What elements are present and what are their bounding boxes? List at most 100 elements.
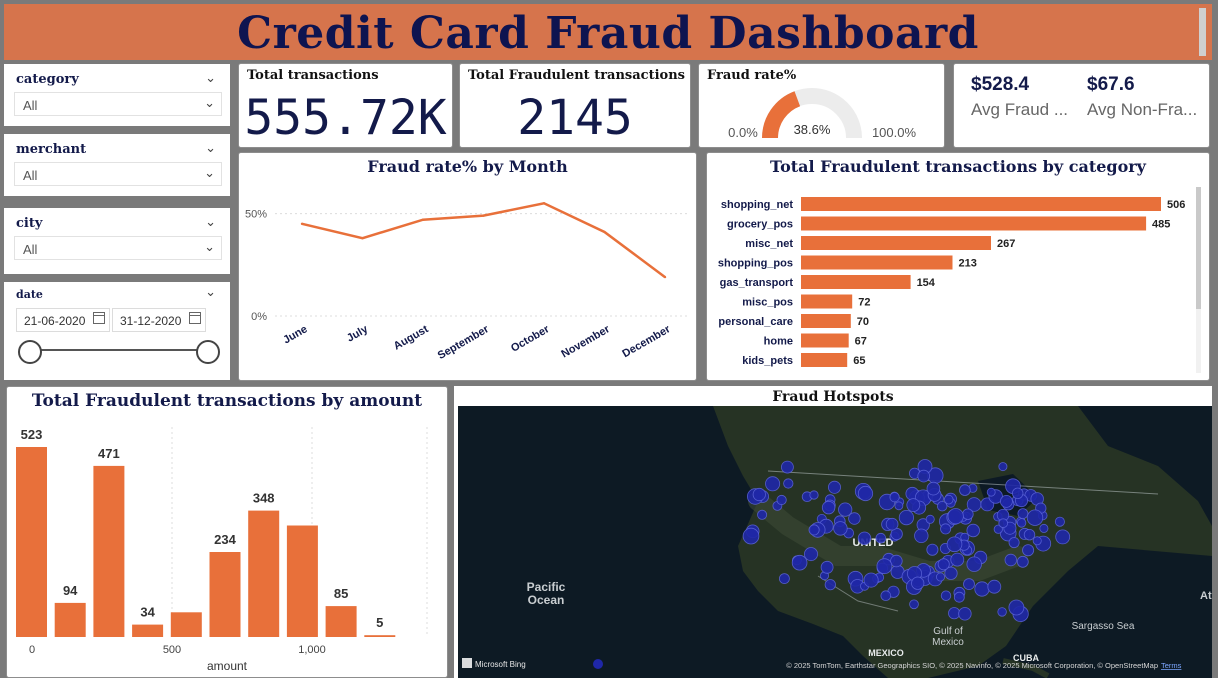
category-slicer[interactable]: category ⌄ All ⌄	[4, 64, 230, 126]
amount-value-label: 85	[334, 586, 348, 601]
merchant-slicer[interactable]: merchant ⌄ All ⌄	[4, 134, 230, 196]
amount-bar	[209, 552, 241, 637]
line-point	[603, 230, 606, 234]
chevron-down-icon[interactable]: ⌄	[205, 214, 216, 229]
end-date-value: 31-12-2020	[120, 314, 182, 328]
date-range-start-handle[interactable]	[18, 340, 42, 364]
calendar-icon[interactable]	[189, 312, 201, 324]
fraud-rate-series-line	[301, 201, 666, 279]
x-tick-label: July	[345, 323, 371, 345]
hotspot-point	[894, 501, 904, 511]
hotspot-point	[757, 509, 768, 520]
total-transactions-label: Total transactions	[247, 68, 379, 83]
category-bar	[801, 314, 851, 328]
chevron-down-icon[interactable]: ⌄	[205, 284, 216, 299]
city-slicer[interactable]: city ⌄ All ⌄	[4, 208, 230, 274]
category-scrollbar[interactable]	[1196, 187, 1201, 309]
chevron-down-icon[interactable]: ⌄	[205, 70, 216, 85]
hotspot-point	[838, 502, 853, 517]
x-axis-label: amount	[207, 659, 248, 673]
x-tick-label: October	[509, 323, 552, 355]
hotspot-point	[780, 460, 794, 474]
hotspot-point	[958, 607, 972, 621]
hotspot-point	[953, 591, 965, 603]
hotspot-point	[997, 607, 1007, 617]
hotspot-point	[803, 547, 818, 562]
fraud-by-amount-chart: 523 94 471 34 234 348 85 5 0 500 1,000 amount	[16, 427, 428, 673]
category-value-label: 506	[1167, 199, 1185, 211]
category-bar	[801, 197, 1161, 211]
header-scrollbar[interactable]	[1199, 8, 1206, 56]
date-slicer[interactable]: date ⌄ 21-06-2020 31-12-2020	[4, 282, 230, 380]
bing-logo-icon	[462, 658, 472, 668]
map-title: Fraud Hotspots	[772, 389, 894, 405]
x-tick-label: 500	[163, 644, 181, 656]
total-fraud-value: 2145	[517, 90, 633, 146]
total-fraud-label: Total Fraudulent transactions	[468, 68, 685, 83]
gauge-min: 0.0%	[728, 125, 758, 140]
hotspot-point	[925, 514, 935, 524]
category-value-label: 72	[858, 297, 870, 309]
avg-nonfraud-label: Avg Non-Fra...	[1087, 100, 1198, 119]
hotspot-point	[778, 573, 790, 585]
hotspot-point	[820, 560, 834, 574]
category-value-label: 267	[997, 238, 1015, 250]
hotspot-point	[1004, 553, 1018, 567]
amount-value-label: 94	[63, 583, 78, 598]
gauge-fill	[762, 91, 801, 139]
category-slicer-label: category	[16, 72, 79, 87]
hotspot-point	[986, 487, 996, 497]
map-label: CUBA	[1013, 653, 1039, 663]
calendar-icon[interactable]	[93, 312, 105, 324]
amount-value-label: 5	[376, 615, 383, 630]
merchant-slicer-label: merchant	[16, 142, 87, 157]
category-label: misc_net	[745, 238, 793, 250]
line-chart-title: Fraud rate% by Month	[367, 157, 568, 176]
map-label: Pacific	[527, 580, 566, 594]
hotspot-point	[948, 607, 961, 620]
line-point	[482, 214, 485, 217]
hotspot-point	[1022, 544, 1035, 557]
date-range-end-handle[interactable]	[196, 340, 220, 364]
hotspot-point	[937, 558, 950, 571]
category-scroll-track[interactable]	[1196, 187, 1201, 373]
category-label: grocery_pos	[727, 219, 793, 231]
avg-amount-card: $528.4 Avg Fraud ... $67.6 Avg Non-Fra..…	[953, 63, 1210, 148]
start-date-input[interactable]: 21-06-2020	[16, 308, 110, 332]
hotspot-point	[875, 532, 887, 544]
hotspot-point	[791, 554, 808, 571]
hotspot-point	[987, 579, 1002, 594]
hotspot-point	[906, 498, 921, 512]
amount-bar	[286, 525, 318, 637]
map-label: Sargasso Sea	[1072, 621, 1135, 632]
hotspot-point	[1012, 487, 1024, 500]
dashboard-header: Credit Card Fraud Dashboard	[4, 4, 1212, 60]
gauge-max: 100.0%	[872, 125, 917, 140]
category-dropdown[interactable]: All ⌄	[14, 92, 222, 116]
avg-nonfraud-value: $67.6	[1087, 74, 1135, 95]
hotspot-point	[890, 554, 903, 568]
line-point	[421, 218, 425, 221]
line-point	[361, 236, 364, 240]
fraud-rate-label: Fraud rate%	[707, 68, 797, 83]
total-fraud-card: Total Fraudulent transactions 2145	[459, 63, 691, 148]
amount-value-label: 523	[21, 427, 43, 442]
category-label: home	[764, 336, 793, 348]
x-tick-label: August	[392, 323, 431, 353]
fraud-by-category-chart: shopping_net 506 grocery_pos 485 misc_net 267…	[718, 197, 1185, 367]
merchant-dropdown[interactable]: All ⌄	[14, 162, 222, 186]
hotspot-point	[898, 510, 914, 526]
fraud-rate-by-month-panel: Fraud rate% by Month 0% 50% June July August…	[238, 152, 697, 381]
date-range-track[interactable]	[30, 349, 210, 351]
hotspot-point	[998, 518, 1008, 528]
hotspot-point	[926, 543, 939, 556]
total-transactions-value: 555.72K	[244, 90, 447, 146]
chevron-down-icon[interactable]: ⌄	[205, 140, 216, 155]
merchant-value: All	[23, 168, 38, 183]
city-dropdown[interactable]: All ⌄	[14, 236, 222, 260]
end-date-input[interactable]: 31-12-2020	[112, 308, 206, 332]
hotspot-point	[966, 523, 980, 538]
gauge-value: 38.6%	[794, 122, 831, 137]
start-date-value: 21-06-2020	[24, 314, 86, 328]
